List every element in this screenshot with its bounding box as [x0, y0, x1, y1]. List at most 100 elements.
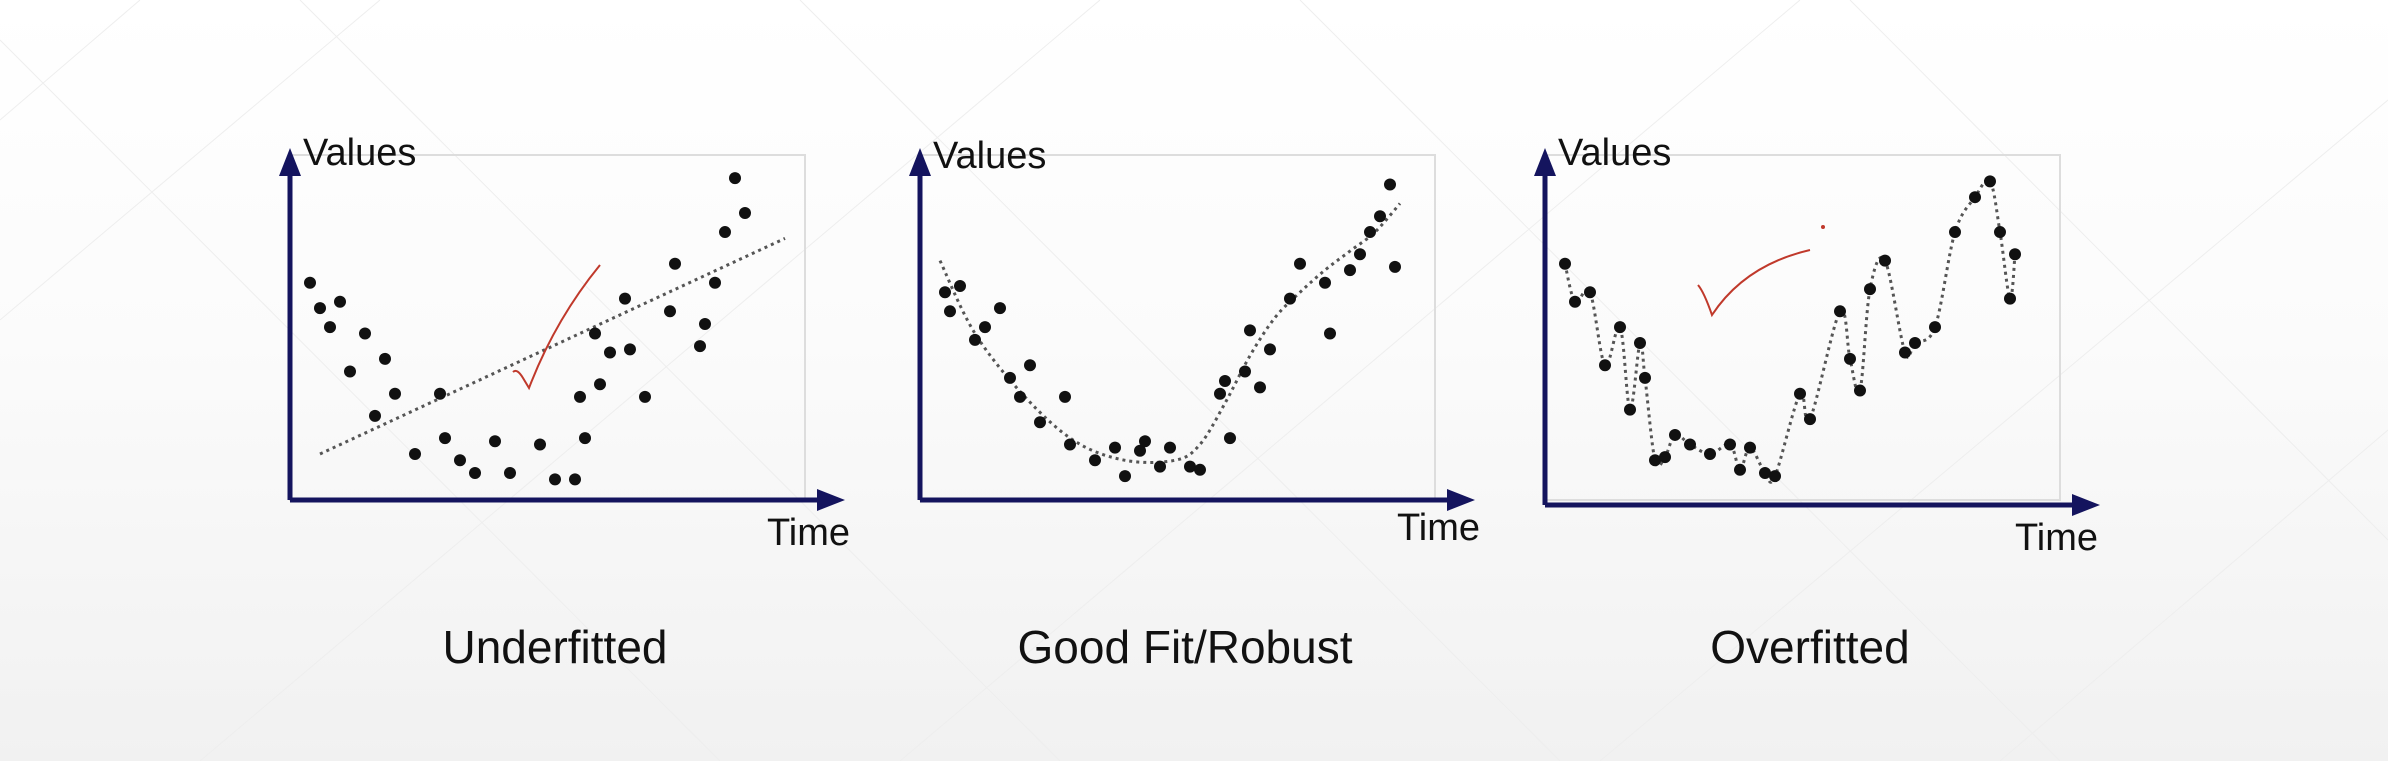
- data-point: [1384, 178, 1396, 191]
- plot-frame: [289, 154, 806, 501]
- points-layer: [1559, 175, 2021, 483]
- data-point: [1639, 371, 1651, 384]
- data-point: [1109, 441, 1121, 454]
- annotation-dot: [1821, 225, 1825, 229]
- data-point: [574, 390, 586, 403]
- data-point: [1584, 286, 1596, 299]
- data-point: [589, 327, 601, 340]
- data-point: [304, 276, 316, 289]
- chart-caption: Underfitted: [442, 621, 668, 673]
- data-point: [1004, 371, 1016, 384]
- data-point: [1214, 387, 1226, 400]
- data-point: [1684, 438, 1696, 451]
- points-layer: [939, 178, 1401, 483]
- data-point: [389, 387, 401, 400]
- data-point: [324, 321, 336, 334]
- data-point: [469, 466, 481, 479]
- x-axis-arrowhead: [1447, 489, 1475, 511]
- data-point: [1599, 359, 1611, 372]
- data-point: [639, 390, 651, 403]
- data-point: [489, 435, 501, 448]
- data-point: [439, 432, 451, 445]
- data-point: [1734, 463, 1746, 476]
- data-point: [1184, 460, 1196, 473]
- data-point: [1929, 321, 1941, 334]
- data-point: [569, 473, 581, 486]
- data-point: [1389, 260, 1401, 273]
- data-point: [1059, 390, 1071, 403]
- data-point: [1769, 470, 1781, 483]
- data-point: [1319, 276, 1331, 289]
- y-axis-label: Values: [1558, 132, 1671, 174]
- data-point: [534, 438, 546, 451]
- data-point: [1224, 432, 1236, 445]
- trend-line: [319, 237, 786, 456]
- data-point: [344, 365, 356, 378]
- data-point: [1034, 416, 1046, 429]
- data-point: [729, 172, 741, 185]
- chart-underfitted: Values Time: [279, 132, 850, 554]
- data-point: [969, 333, 981, 346]
- data-point: [1669, 428, 1681, 441]
- chart-panel-overfitted: Values Time Overfitted: [1510, 120, 2110, 680]
- data-point: [1724, 438, 1736, 451]
- data-point: [739, 207, 751, 220]
- data-point: [954, 279, 966, 292]
- data-point: [709, 276, 721, 289]
- data-point: [1854, 384, 1866, 397]
- data-point: [1909, 337, 1921, 350]
- chart-caption: Good Fit/Robust: [1017, 621, 1353, 673]
- data-point: [1089, 454, 1101, 467]
- fit-curve: [1563, 178, 2017, 484]
- data-point: [1624, 403, 1636, 416]
- fit-line-layer: [319, 237, 786, 456]
- data-point: [1649, 454, 1661, 467]
- chart-caption: Overfitted: [1710, 621, 1910, 673]
- data-point: [1239, 365, 1251, 378]
- data-point: [1864, 283, 1876, 296]
- y-axis-arrowhead: [279, 148, 301, 176]
- data-point: [334, 295, 346, 308]
- points-layer: [304, 172, 751, 486]
- check-mark-annotation: [512, 264, 601, 391]
- data-point: [1154, 460, 1166, 473]
- x-axis-label: Time: [767, 512, 850, 554]
- y-axis-arrowhead: [1534, 148, 1556, 176]
- x-axis-arrowhead: [2072, 494, 2100, 516]
- data-point: [619, 292, 631, 305]
- data-point: [1969, 191, 1981, 204]
- data-point: [1119, 470, 1131, 483]
- data-point: [664, 305, 676, 318]
- data-point: [1569, 295, 1581, 308]
- x-axis-label: Time: [1397, 507, 1480, 549]
- data-point: [1614, 321, 1626, 334]
- fit-curve-layer: [1563, 178, 2017, 484]
- data-point: [1759, 466, 1771, 479]
- data-point: [979, 321, 991, 334]
- data-point: [1324, 327, 1336, 340]
- data-point: [1254, 381, 1266, 394]
- data-point: [699, 317, 711, 330]
- data-point: [1194, 463, 1206, 476]
- chart-good-fit: Values Time: [909, 135, 1480, 549]
- data-point: [549, 473, 561, 486]
- data-point: [1704, 447, 1716, 460]
- data-point: [454, 454, 466, 467]
- x-axis-arrowhead: [817, 489, 845, 511]
- data-point: [624, 343, 636, 356]
- data-point: [314, 302, 326, 315]
- data-point: [1949, 226, 1961, 239]
- data-point: [1744, 441, 1756, 454]
- data-point: [1244, 324, 1256, 337]
- data-point: [1219, 375, 1231, 388]
- data-point: [579, 432, 591, 445]
- chart-overfitted: Values Time: [1534, 132, 2100, 559]
- data-point: [2004, 292, 2016, 305]
- data-point: [694, 340, 706, 353]
- data-point: [1344, 264, 1356, 277]
- data-point: [1879, 254, 1891, 267]
- data-point: [379, 352, 391, 365]
- data-point: [1794, 387, 1806, 400]
- data-point: [1899, 346, 1911, 359]
